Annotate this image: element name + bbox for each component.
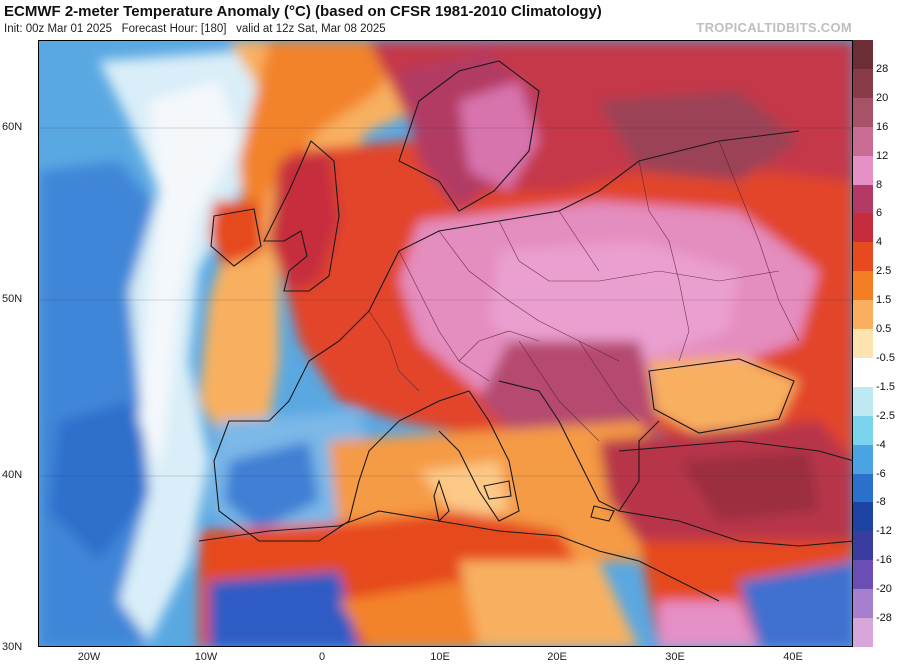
colorbar-tick-label: -2.5 <box>876 409 895 422</box>
colorbar-segment <box>853 502 873 532</box>
colorbar-tick-label: 20 <box>876 91 889 104</box>
forecast-hour: Forecast Hour: [180] <box>121 23 227 35</box>
colorbar-segment <box>853 531 873 561</box>
colorbar-segment <box>853 386 873 417</box>
lat-label-30n: 30N <box>2 641 23 653</box>
colorbar-tick-label: 8 <box>876 178 883 191</box>
colorbar-segment <box>853 329 873 359</box>
init-time: Init: 00z Mar 01 2025 <box>4 23 113 35</box>
lat-label-60n: 60N <box>2 121 23 133</box>
colorbar-tick-label: -6 <box>876 467 886 480</box>
colorbar-segment <box>853 213 873 243</box>
colorbar-segment <box>853 444 873 475</box>
map-subtitle: Init: 00z Mar 01 2025 Forecast Hour: [18… <box>4 23 386 35</box>
valid-time: valid at 12z Sat, Mar 08 2025 <box>236 23 386 35</box>
graticule <box>39 127 852 477</box>
colorbar-tick-label: -12 <box>876 525 892 538</box>
colorbar-segment <box>853 155 873 185</box>
colorbar-tick-label: -0.5 <box>876 351 895 364</box>
colorbar-tick-label: 16 <box>876 120 889 133</box>
colorbar-segment <box>853 126 873 157</box>
lon-label-30e: 30E <box>665 651 685 663</box>
lon-label-20e: 20E <box>547 651 567 663</box>
colorbar-tick-label: -20 <box>876 583 892 596</box>
colorbar-segment <box>853 473 873 503</box>
colorbar-segment <box>853 415 873 446</box>
colorbar-segment <box>853 300 873 330</box>
anomaly-map <box>38 40 853 647</box>
lon-label-40e: 40E <box>783 651 803 663</box>
colorbar-tick-label: -28 <box>876 612 892 625</box>
lon-label-10e: 10E <box>430 651 450 663</box>
country-borders <box>368 140 800 442</box>
colorbar-segment <box>853 271 873 301</box>
colorbar-tick-label: -4 <box>876 438 886 451</box>
colorbar-tick-label: 28 <box>876 62 889 75</box>
colorbar-segment <box>853 242 873 272</box>
colorbar <box>853 40 873 648</box>
colorbar-segment <box>853 618 873 648</box>
lon-label-10w: 10W <box>194 651 218 663</box>
colorbar-tick-label: 2.5 <box>876 265 892 278</box>
colorbar-segment <box>853 40 873 70</box>
colorbar-tick-label: -8 <box>876 496 886 509</box>
lat-label-50n: 50N <box>2 293 23 305</box>
lon-label-0: 0 <box>318 651 326 663</box>
colorbar-segment <box>853 184 873 214</box>
colorbar-tick-label: 4 <box>876 236 883 249</box>
colorbar-segment <box>853 97 873 128</box>
coastlines <box>198 60 852 602</box>
colorbar-tick-label: -1.5 <box>876 380 895 393</box>
lon-label-20w: 20W <box>77 651 101 663</box>
colorbar-segment <box>853 560 873 590</box>
colorbar-tick-label: 6 <box>876 207 883 220</box>
colorbar-tick-label: 1.5 <box>876 294 892 307</box>
colorbar-segment <box>853 589 873 619</box>
colorbar-segment <box>853 357 873 388</box>
colorbar-tick-label: -16 <box>876 554 892 567</box>
colorbar-tick-label: 0.5 <box>876 323 892 336</box>
map-title: ECMWF 2-meter Temperature Anomaly (°C) (… <box>4 3 602 20</box>
colorbar-tick-label: 12 <box>876 149 889 162</box>
lat-label-40n: 40N <box>2 469 23 481</box>
colorbar-segment <box>853 68 873 99</box>
brand-watermark: TROPICALTIDBITS.COM <box>696 20 852 35</box>
